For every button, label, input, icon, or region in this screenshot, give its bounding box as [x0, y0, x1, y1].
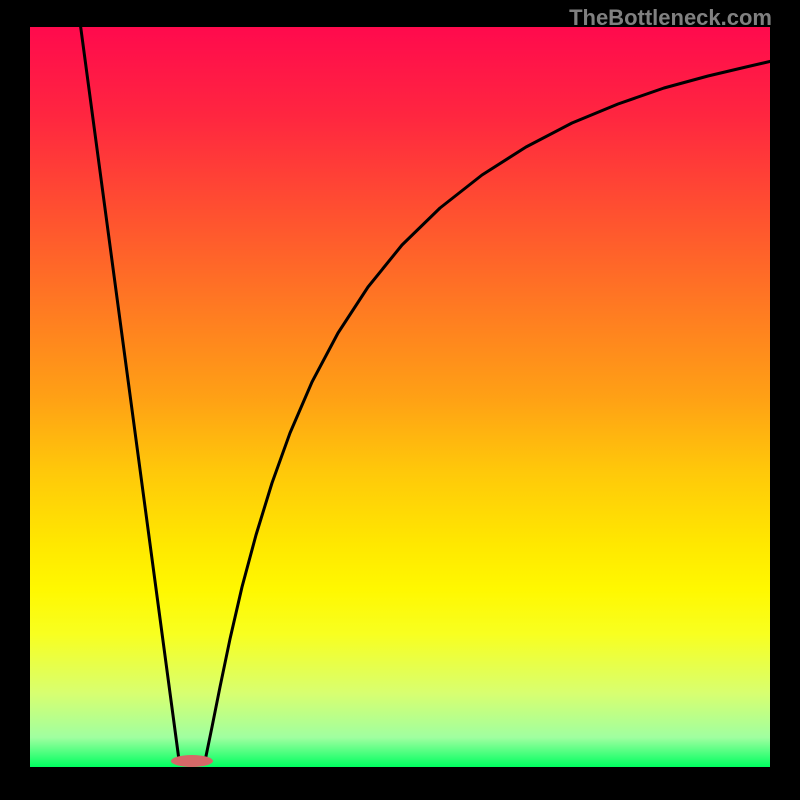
optimal-marker [171, 755, 213, 767]
chart-container: TheBottleneck.com [0, 0, 800, 800]
gradient-background [30, 27, 770, 767]
plot-area [30, 27, 770, 767]
bottleneck-chart [30, 27, 770, 767]
